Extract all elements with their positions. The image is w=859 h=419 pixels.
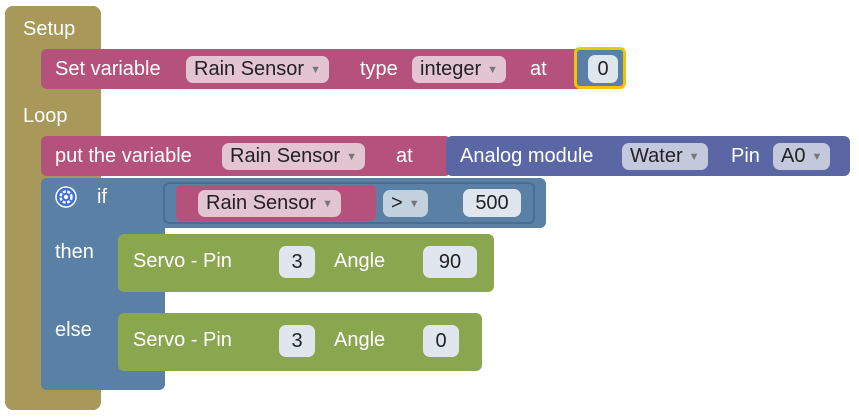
chevron-down-icon: ▼ — [688, 151, 700, 163]
chevron-down-icon: ▼ — [310, 64, 321, 76]
compare-value-input[interactable]: 500 — [463, 189, 521, 217]
type-label: type — [360, 58, 398, 80]
set-variable-name-dropdown[interactable]: Rain Sensor ▼ — [186, 56, 329, 83]
pin-dropdown[interactable]: A0 ▼ — [773, 143, 831, 170]
chevron-down-icon: ▼ — [322, 198, 333, 210]
compare-variable-value: Rain Sensor — [206, 192, 317, 214]
setup-label: Setup — [23, 18, 76, 40]
servo-then-angle-input[interactable]: 90 — [423, 246, 477, 278]
analog-module-label: Analog module — [460, 145, 594, 167]
servo-else-angle-label: Angle — [334, 329, 386, 351]
initial-value-input[interactable]: 0 — [588, 55, 618, 83]
set-variable-label: Set variable — [55, 58, 161, 80]
put-variable-label: put the variable — [55, 145, 192, 167]
servo-else-pin-input[interactable]: 3 — [279, 325, 315, 357]
type-value: integer — [420, 58, 482, 80]
compare-variable-dropdown[interactable]: Rain Sensor ▼ — [198, 190, 341, 217]
put-variable-name-value: Rain Sensor — [230, 145, 341, 167]
at-label: at — [530, 58, 547, 80]
put-variable-name-dropdown[interactable]: Rain Sensor ▼ — [222, 143, 365, 170]
servo-then-pin-input[interactable]: 3 — [279, 246, 315, 278]
servo-then-label: Servo - Pin — [133, 250, 232, 272]
type-dropdown[interactable]: integer ▼ — [412, 56, 507, 83]
set-variable-name-value: Rain Sensor — [194, 58, 305, 80]
loop-label: Loop — [23, 105, 68, 127]
servo-then-angle-label: Angle — [334, 250, 386, 272]
pin-value: A0 — [781, 145, 806, 167]
servo-else-label: Servo - Pin — [133, 329, 232, 351]
servo-else-angle-input[interactable]: 0 — [423, 325, 459, 357]
chevron-down-icon: ▼ — [487, 64, 499, 76]
chevron-down-icon: ▼ — [346, 151, 357, 163]
if-label: if — [97, 186, 107, 208]
else-label: else — [55, 319, 92, 341]
operator-dropdown[interactable]: > ▼ — [383, 190, 428, 217]
module-value: Water — [630, 145, 683, 167]
then-label: then — [55, 241, 94, 263]
module-dropdown[interactable]: Water ▼ — [622, 143, 708, 170]
operator-value: > — [391, 192, 403, 214]
put-at-label: at — [396, 145, 413, 167]
chevron-down-icon: ▼ — [811, 151, 823, 163]
pin-label: Pin — [731, 145, 760, 167]
gear-icon[interactable] — [55, 186, 77, 208]
chevron-down-icon: ▼ — [408, 198, 420, 210]
